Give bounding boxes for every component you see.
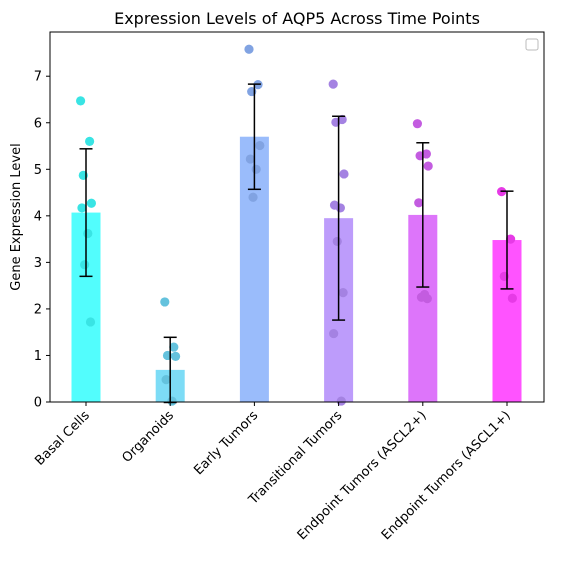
y-tick-label: 7 [34, 70, 42, 85]
point-5-8 [422, 294, 432, 304]
point-4-8 [338, 288, 348, 298]
y-tick-label: 3 [34, 256, 42, 271]
point-3-6 [251, 164, 261, 174]
point-1-4 [86, 198, 96, 208]
error-bar-4 [332, 115, 346, 321]
x-tick-label: Transitional Tumors [245, 408, 345, 508]
error-bar-5 [416, 142, 430, 288]
point-1-2 [85, 136, 95, 146]
point-4-6 [335, 203, 345, 213]
point-4-7 [332, 236, 342, 247]
y-axis-label: Gene Expression Level [9, 143, 24, 290]
point-2-1 [160, 297, 170, 307]
point-1-8 [85, 317, 96, 327]
x-tick-label: Basal Cells [32, 408, 93, 469]
point-2-4 [171, 351, 181, 361]
point-4-1 [328, 79, 338, 89]
point-2-5 [161, 375, 171, 385]
y-tick-label: 0 [34, 396, 42, 411]
x-tick-label: Organoids [119, 408, 177, 466]
point-3-4 [255, 140, 265, 151]
point-5-4 [423, 161, 433, 171]
point-6-4 [507, 293, 517, 303]
y-tick-label: 1 [34, 349, 42, 364]
point-1-7 [80, 260, 90, 270]
error-bar-6 [500, 190, 514, 290]
point-3-7 [248, 192, 258, 202]
error-bars [79, 83, 514, 404]
point-5-1 [412, 119, 422, 129]
point-4-10 [336, 396, 346, 406]
y-axis: 0 1 2 3 4 5 6 7 [34, 70, 50, 411]
legend-box [525, 38, 539, 51]
point-4-9 [329, 328, 339, 339]
point-1-5 [77, 203, 87, 213]
error-bar-1 [79, 148, 93, 278]
bars [71, 136, 522, 402]
plot-frame [49, 31, 545, 403]
error-bar-3 [247, 83, 261, 191]
point-2-2 [169, 342, 179, 352]
point-2-6 [167, 396, 177, 406]
point-5-5 [414, 198, 424, 208]
x-tick-label: Early Tumors [191, 408, 261, 478]
point-4-4 [339, 169, 349, 179]
point-3-1 [244, 44, 254, 54]
y-tick-label: 5 [34, 163, 42, 178]
point-3-5 [245, 154, 255, 164]
point-6-2 [506, 234, 516, 244]
point-1-6 [83, 228, 93, 239]
chart-title: Expression Levels of AQP5 Across Time Po… [114, 9, 480, 28]
x-axis: Basal Cells Organoids Early TumorsTransiti… [32, 402, 514, 543]
y-tick-label: 4 [34, 209, 42, 224]
y-tick-label: 2 [34, 302, 42, 317]
data-points [76, 44, 517, 406]
y-tick-label: 6 [34, 116, 42, 131]
point-1-1 [76, 96, 86, 106]
